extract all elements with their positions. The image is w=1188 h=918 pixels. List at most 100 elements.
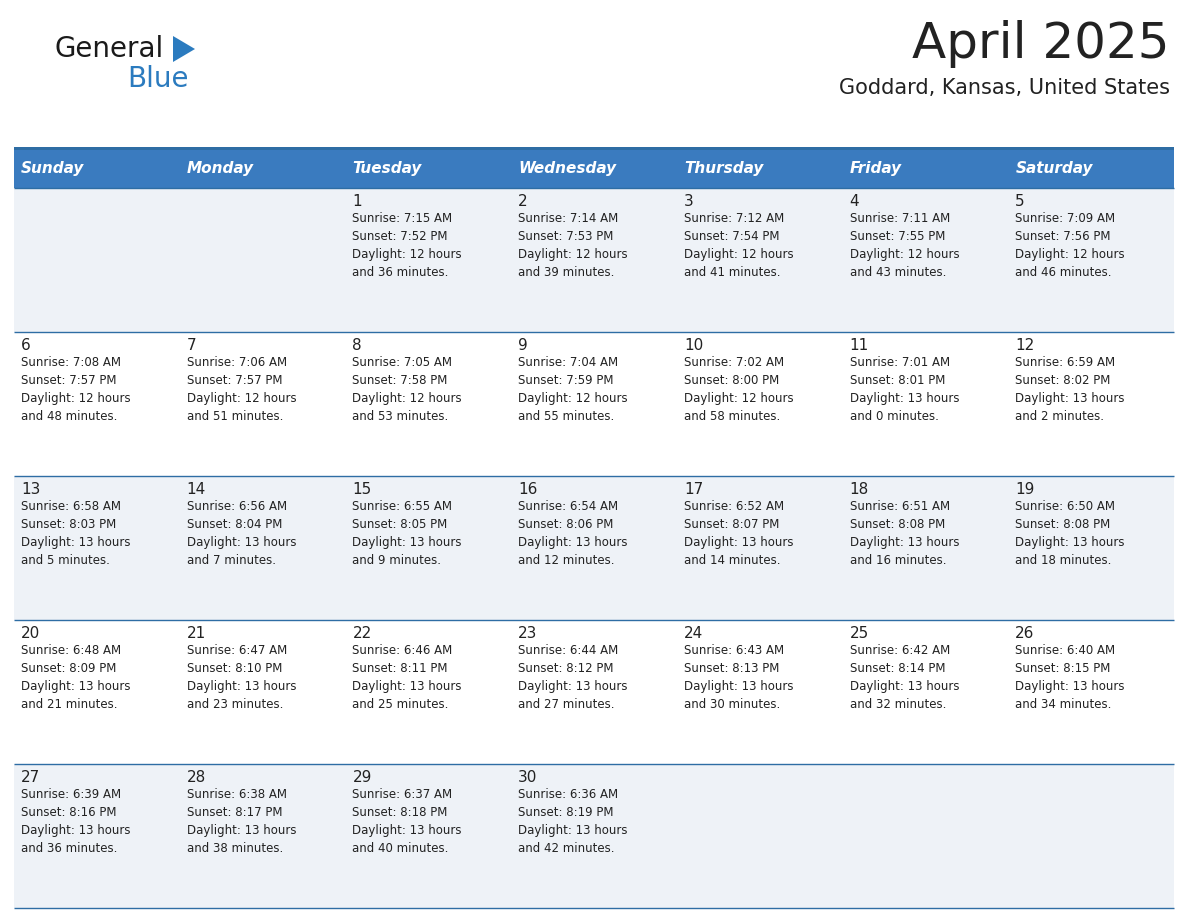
Text: Sunrise: 7:02 AM
Sunset: 8:00 PM
Daylight: 12 hours
and 58 minutes.: Sunrise: 7:02 AM Sunset: 8:00 PM Dayligh… — [684, 356, 794, 423]
Text: Sunrise: 6:55 AM
Sunset: 8:05 PM
Daylight: 13 hours
and 9 minutes.: Sunrise: 6:55 AM Sunset: 8:05 PM Dayligh… — [353, 500, 462, 567]
Text: Monday: Monday — [187, 162, 254, 176]
Text: 25: 25 — [849, 626, 868, 641]
Bar — [842, 476, 1009, 620]
Text: 30: 30 — [518, 770, 537, 785]
Bar — [677, 150, 842, 188]
Text: Sunrise: 6:56 AM
Sunset: 8:04 PM
Daylight: 13 hours
and 7 minutes.: Sunrise: 6:56 AM Sunset: 8:04 PM Dayligh… — [187, 500, 296, 567]
Text: 15: 15 — [353, 482, 372, 497]
Bar — [677, 188, 842, 332]
Bar — [179, 150, 346, 188]
Bar — [842, 332, 1009, 476]
Bar — [677, 476, 842, 620]
Bar — [677, 620, 842, 764]
Bar — [1009, 764, 1174, 908]
Text: Sunrise: 6:37 AM
Sunset: 8:18 PM
Daylight: 13 hours
and 40 minutes.: Sunrise: 6:37 AM Sunset: 8:18 PM Dayligh… — [353, 788, 462, 855]
Text: 10: 10 — [684, 338, 703, 353]
Text: 28: 28 — [187, 770, 206, 785]
Text: 6: 6 — [21, 338, 31, 353]
Bar — [677, 332, 842, 476]
Text: Sunrise: 6:38 AM
Sunset: 8:17 PM
Daylight: 13 hours
and 38 minutes.: Sunrise: 6:38 AM Sunset: 8:17 PM Dayligh… — [187, 788, 296, 855]
Text: 7: 7 — [187, 338, 196, 353]
Text: Sunrise: 6:40 AM
Sunset: 8:15 PM
Daylight: 13 hours
and 34 minutes.: Sunrise: 6:40 AM Sunset: 8:15 PM Dayligh… — [1016, 644, 1125, 711]
Text: 11: 11 — [849, 338, 868, 353]
Bar — [511, 620, 677, 764]
Bar — [511, 332, 677, 476]
Text: Friday: Friday — [849, 162, 902, 176]
Text: 16: 16 — [518, 482, 537, 497]
Text: Goddard, Kansas, United States: Goddard, Kansas, United States — [839, 78, 1170, 98]
Text: 5: 5 — [1016, 194, 1025, 209]
Text: Sunrise: 7:15 AM
Sunset: 7:52 PM
Daylight: 12 hours
and 36 minutes.: Sunrise: 7:15 AM Sunset: 7:52 PM Dayligh… — [353, 212, 462, 279]
Text: Wednesday: Wednesday — [518, 162, 617, 176]
Text: 12: 12 — [1016, 338, 1035, 353]
Text: Sunrise: 7:05 AM
Sunset: 7:58 PM
Daylight: 12 hours
and 53 minutes.: Sunrise: 7:05 AM Sunset: 7:58 PM Dayligh… — [353, 356, 462, 423]
Text: April 2025: April 2025 — [912, 20, 1170, 68]
Bar — [1009, 332, 1174, 476]
Text: 4: 4 — [849, 194, 859, 209]
Bar — [179, 188, 346, 332]
Text: Sunrise: 7:11 AM
Sunset: 7:55 PM
Daylight: 12 hours
and 43 minutes.: Sunrise: 7:11 AM Sunset: 7:55 PM Dayligh… — [849, 212, 959, 279]
Bar — [511, 188, 677, 332]
Bar — [1009, 620, 1174, 764]
Bar — [14, 764, 179, 908]
Bar — [346, 188, 511, 332]
Text: Sunrise: 7:14 AM
Sunset: 7:53 PM
Daylight: 12 hours
and 39 minutes.: Sunrise: 7:14 AM Sunset: 7:53 PM Dayligh… — [518, 212, 627, 279]
Bar — [842, 188, 1009, 332]
Bar — [346, 620, 511, 764]
Bar — [179, 332, 346, 476]
Bar — [842, 150, 1009, 188]
Text: 9: 9 — [518, 338, 527, 353]
Bar — [346, 150, 511, 188]
Text: 14: 14 — [187, 482, 206, 497]
Bar — [346, 764, 511, 908]
Text: Saturday: Saturday — [1016, 162, 1093, 176]
Text: Sunrise: 6:46 AM
Sunset: 8:11 PM
Daylight: 13 hours
and 25 minutes.: Sunrise: 6:46 AM Sunset: 8:11 PM Dayligh… — [353, 644, 462, 711]
Text: 27: 27 — [21, 770, 40, 785]
Bar — [14, 476, 179, 620]
Text: Sunrise: 6:47 AM
Sunset: 8:10 PM
Daylight: 13 hours
and 23 minutes.: Sunrise: 6:47 AM Sunset: 8:10 PM Dayligh… — [187, 644, 296, 711]
Text: 3: 3 — [684, 194, 694, 209]
Text: Sunrise: 6:39 AM
Sunset: 8:16 PM
Daylight: 13 hours
and 36 minutes.: Sunrise: 6:39 AM Sunset: 8:16 PM Dayligh… — [21, 788, 131, 855]
Bar — [346, 476, 511, 620]
Bar — [14, 332, 179, 476]
Text: Tuesday: Tuesday — [353, 162, 422, 176]
Text: Sunrise: 7:08 AM
Sunset: 7:57 PM
Daylight: 12 hours
and 48 minutes.: Sunrise: 7:08 AM Sunset: 7:57 PM Dayligh… — [21, 356, 131, 423]
Bar — [14, 150, 179, 188]
Text: Sunrise: 6:54 AM
Sunset: 8:06 PM
Daylight: 13 hours
and 12 minutes.: Sunrise: 6:54 AM Sunset: 8:06 PM Dayligh… — [518, 500, 627, 567]
Bar — [842, 764, 1009, 908]
Text: Thursday: Thursday — [684, 162, 763, 176]
Text: Sunrise: 7:12 AM
Sunset: 7:54 PM
Daylight: 12 hours
and 41 minutes.: Sunrise: 7:12 AM Sunset: 7:54 PM Dayligh… — [684, 212, 794, 279]
Text: 1: 1 — [353, 194, 362, 209]
Text: Sunrise: 7:06 AM
Sunset: 7:57 PM
Daylight: 12 hours
and 51 minutes.: Sunrise: 7:06 AM Sunset: 7:57 PM Dayligh… — [187, 356, 296, 423]
Text: 8: 8 — [353, 338, 362, 353]
Bar — [179, 764, 346, 908]
Bar — [677, 764, 842, 908]
Text: 23: 23 — [518, 626, 537, 641]
Text: 26: 26 — [1016, 626, 1035, 641]
Bar — [1009, 188, 1174, 332]
Text: General: General — [55, 35, 164, 63]
Text: Sunrise: 6:43 AM
Sunset: 8:13 PM
Daylight: 13 hours
and 30 minutes.: Sunrise: 6:43 AM Sunset: 8:13 PM Dayligh… — [684, 644, 794, 711]
Text: 18: 18 — [849, 482, 868, 497]
Polygon shape — [173, 36, 195, 62]
Bar — [511, 764, 677, 908]
Bar — [511, 476, 677, 620]
Text: Sunrise: 6:44 AM
Sunset: 8:12 PM
Daylight: 13 hours
and 27 minutes.: Sunrise: 6:44 AM Sunset: 8:12 PM Dayligh… — [518, 644, 627, 711]
Text: Sunrise: 6:51 AM
Sunset: 8:08 PM
Daylight: 13 hours
and 16 minutes.: Sunrise: 6:51 AM Sunset: 8:08 PM Dayligh… — [849, 500, 959, 567]
Text: Sunrise: 6:52 AM
Sunset: 8:07 PM
Daylight: 13 hours
and 14 minutes.: Sunrise: 6:52 AM Sunset: 8:07 PM Dayligh… — [684, 500, 794, 567]
Text: 17: 17 — [684, 482, 703, 497]
Text: 24: 24 — [684, 626, 703, 641]
Bar — [1009, 150, 1174, 188]
Text: 13: 13 — [21, 482, 40, 497]
Text: Sunrise: 6:48 AM
Sunset: 8:09 PM
Daylight: 13 hours
and 21 minutes.: Sunrise: 6:48 AM Sunset: 8:09 PM Dayligh… — [21, 644, 131, 711]
Text: Sunrise: 7:04 AM
Sunset: 7:59 PM
Daylight: 12 hours
and 55 minutes.: Sunrise: 7:04 AM Sunset: 7:59 PM Dayligh… — [518, 356, 627, 423]
Bar — [1009, 476, 1174, 620]
Text: Sunrise: 6:36 AM
Sunset: 8:19 PM
Daylight: 13 hours
and 42 minutes.: Sunrise: 6:36 AM Sunset: 8:19 PM Dayligh… — [518, 788, 627, 855]
Text: 29: 29 — [353, 770, 372, 785]
Text: 21: 21 — [187, 626, 206, 641]
Text: Sunrise: 7:09 AM
Sunset: 7:56 PM
Daylight: 12 hours
and 46 minutes.: Sunrise: 7:09 AM Sunset: 7:56 PM Dayligh… — [1016, 212, 1125, 279]
Bar — [14, 147, 1174, 150]
Text: 2: 2 — [518, 194, 527, 209]
Text: Sunrise: 6:58 AM
Sunset: 8:03 PM
Daylight: 13 hours
and 5 minutes.: Sunrise: 6:58 AM Sunset: 8:03 PM Dayligh… — [21, 500, 131, 567]
Bar — [346, 332, 511, 476]
